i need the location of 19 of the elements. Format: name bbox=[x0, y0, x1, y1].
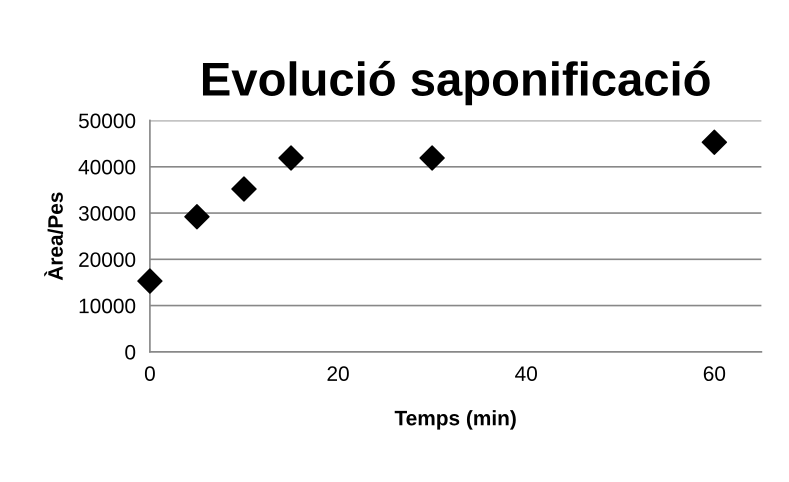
y-tick-label: 10000 bbox=[80, 298, 136, 314]
point bbox=[184, 204, 210, 230]
y-tick-label: 40000 bbox=[78, 160, 136, 175]
x-tick-label: 40 bbox=[515, 366, 537, 382]
x-tick-label: 60 bbox=[704, 366, 726, 382]
y-tick-label: 30000 bbox=[78, 206, 136, 221]
y-tick-label: 20000 bbox=[79, 252, 136, 268]
y-tick-label: 50000 bbox=[78, 114, 136, 128]
y-tick-label: 0 bbox=[125, 344, 136, 360]
point bbox=[702, 130, 728, 155]
point bbox=[137, 268, 163, 294]
point bbox=[231, 176, 257, 202]
x-axis-title: Temps (min) bbox=[394, 410, 516, 430]
point bbox=[419, 145, 445, 171]
chart-title: Evolució saponificació bbox=[202, 60, 710, 106]
x-tick-label: 20 bbox=[328, 366, 349, 382]
y-axis-title: Àrea/Pes bbox=[44, 192, 64, 280]
point bbox=[278, 145, 304, 171]
x-tick-label: 0 bbox=[144, 366, 155, 382]
